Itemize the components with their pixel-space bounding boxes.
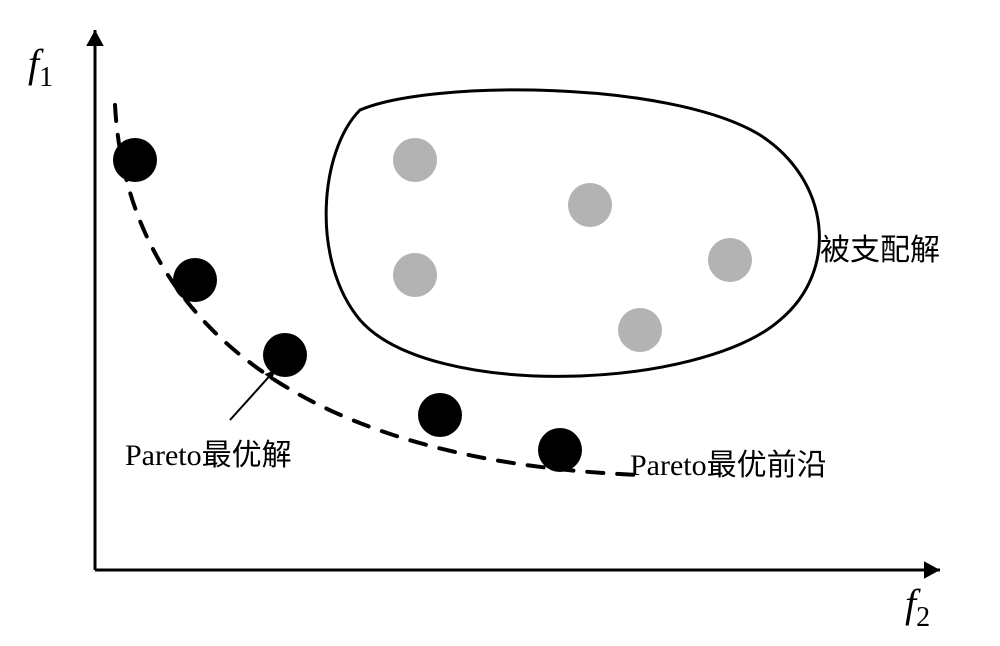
dominated-point <box>568 183 612 227</box>
pareto-front-label: Pareto最优前沿 <box>630 440 827 484</box>
y-axis-label: f1 <box>28 40 53 94</box>
pareto-point-pointer-line <box>230 370 275 420</box>
dominated-solutions-label: 被支配解 <box>820 225 940 269</box>
dominated-region-outline <box>326 90 819 376</box>
diagram-stage: f1 f2 被支配解 Pareto最优解 Pareto最优前沿 <box>0 0 1000 646</box>
x-axis-label: f2 <box>905 580 930 634</box>
pareto-point <box>263 333 307 377</box>
axis-arrowhead <box>86 30 104 46</box>
dominated-point <box>618 308 662 352</box>
pareto-point <box>538 428 582 472</box>
pareto-optimal-solution-label: Pareto最优解 <box>125 430 292 474</box>
pareto-point <box>173 258 217 302</box>
dominated-point <box>393 253 437 297</box>
axis-arrowhead <box>924 561 940 579</box>
dominated-point <box>393 138 437 182</box>
dominated-point <box>708 238 752 282</box>
diagram-svg <box>0 0 1000 646</box>
pareto-point <box>418 393 462 437</box>
pareto-point <box>113 138 157 182</box>
